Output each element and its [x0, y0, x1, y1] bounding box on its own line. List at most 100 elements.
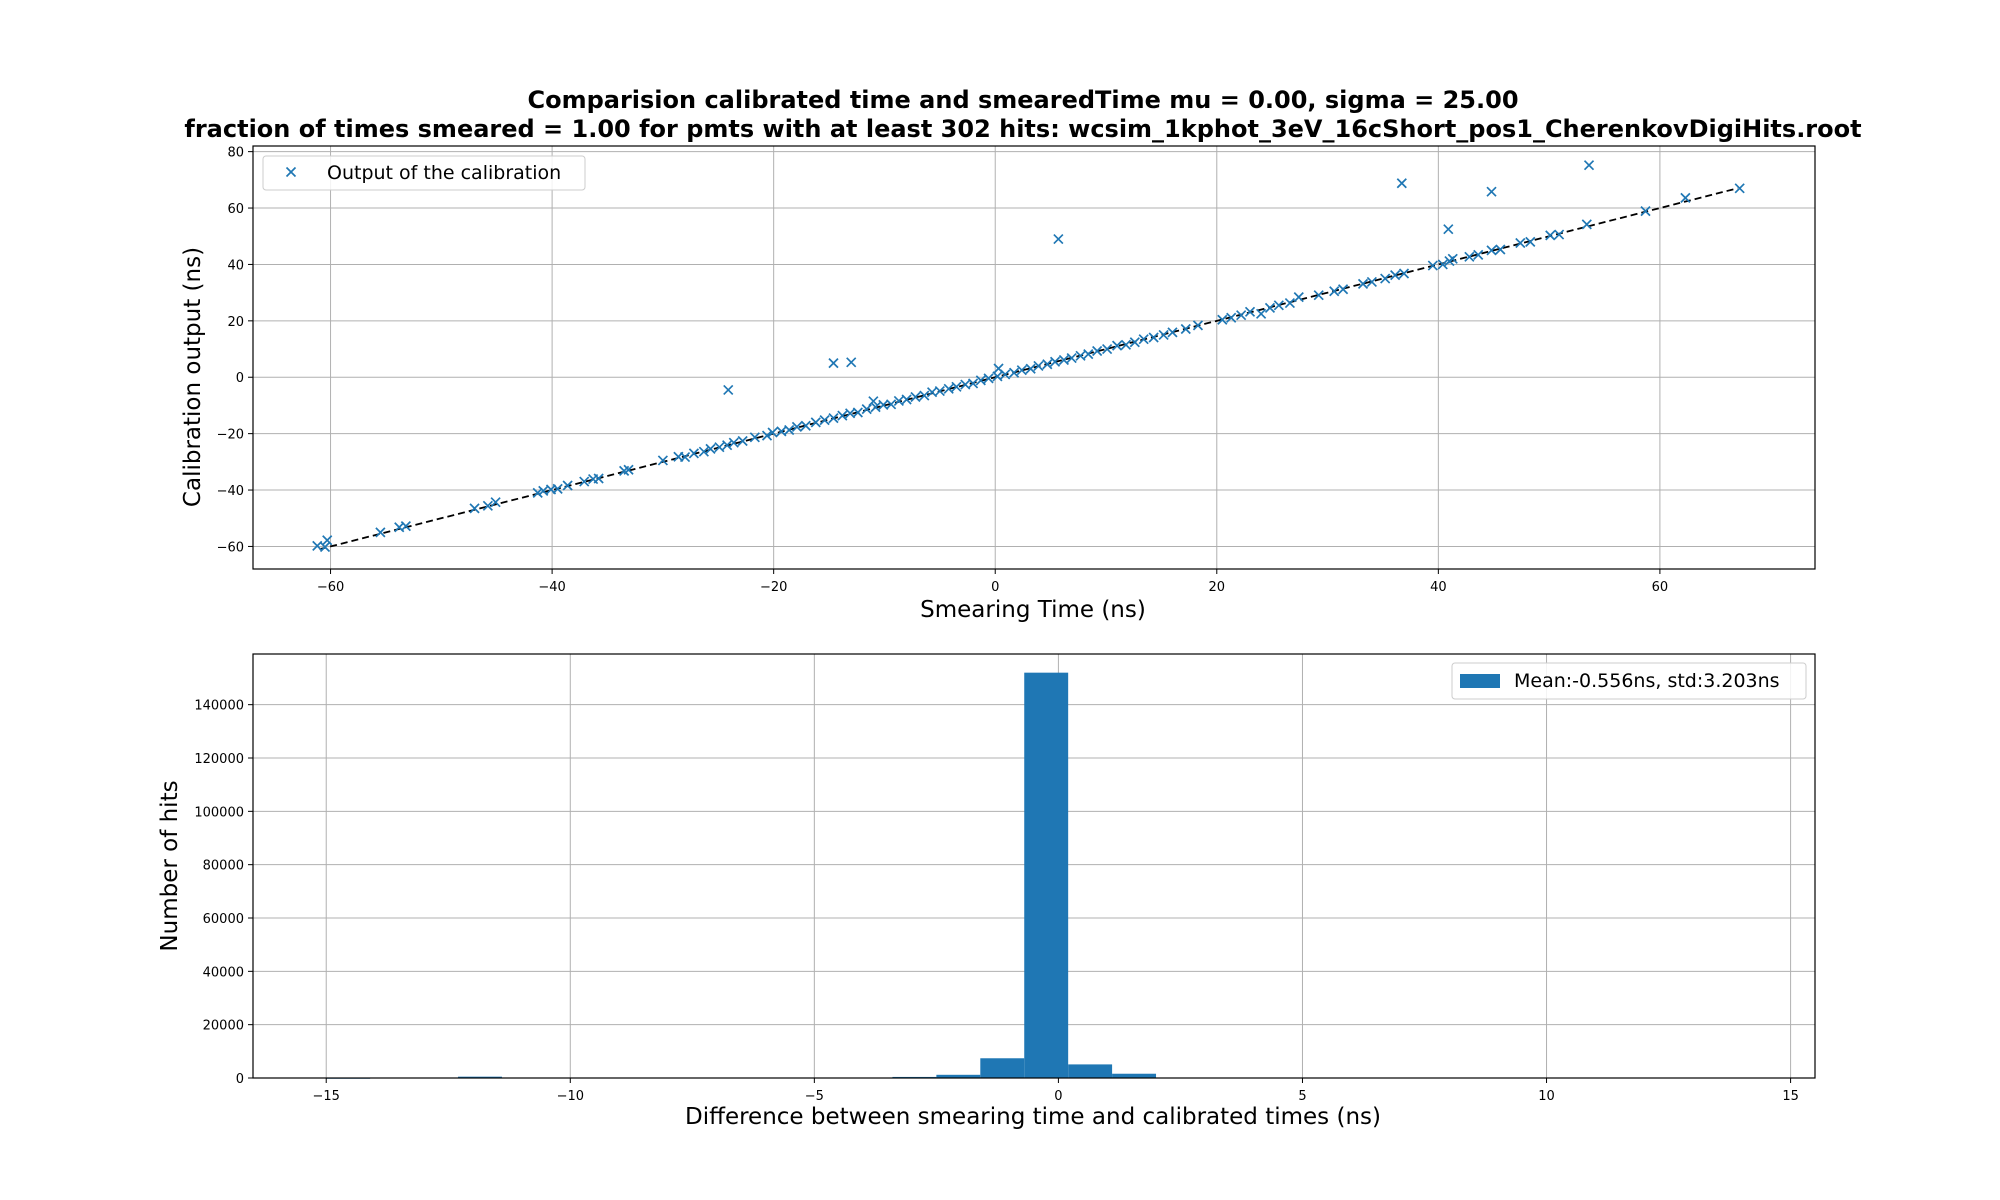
scatter-point-stroke-b	[469, 503, 480, 514]
scatter-point-stroke-b	[579, 476, 590, 487]
scatter-point	[723, 384, 734, 396]
scatter-point	[737, 435, 748, 447]
scatter-point-stroke-b	[810, 417, 821, 428]
scatter-point-stroke-b	[1473, 249, 1484, 260]
scatter-y-tick-label: −40	[217, 484, 244, 499]
scatter-point	[1053, 233, 1064, 245]
scatter-point-stroke-b	[1236, 310, 1247, 321]
scatter-point	[1464, 251, 1475, 262]
scatter-point	[1545, 230, 1556, 241]
scatter-point	[1264, 302, 1276, 313]
scatter-point-stroke-b	[1273, 300, 1284, 311]
scatter-point-stroke-b	[722, 440, 733, 451]
scatter-point	[705, 443, 716, 454]
scatter-point-stroke-b	[828, 413, 839, 424]
scatter-point-stroke-b	[1053, 233, 1064, 245]
scatter-point	[1583, 160, 1595, 171]
scatter-point-stroke-b	[828, 358, 839, 369]
scatter-point	[1192, 320, 1204, 331]
scatter-y-tick-label: 80	[227, 146, 244, 161]
scatter-point	[1357, 278, 1369, 289]
scatter-reference-line	[319, 187, 1738, 551]
scatter-point	[1120, 339, 1132, 350]
scatter-point-stroke-b	[910, 391, 921, 403]
scatter-point	[562, 480, 573, 491]
scatter-point-stroke-b	[1049, 356, 1061, 367]
scatter-x-tick-label: −20	[760, 580, 787, 595]
histogram-x-tick-label: 5	[1298, 1089, 1306, 1104]
scatter-point-stroke-b	[1427, 260, 1438, 271]
scatter-point	[714, 442, 725, 453]
scatter-point-stroke-b	[375, 527, 386, 538]
scatter-gridlines	[253, 146, 1815, 569]
scatter-point	[828, 358, 839, 369]
scatter-point	[1473, 249, 1484, 260]
histogram-legend: Mean:-0.556ns, std:3.203ns	[1451, 662, 1807, 700]
scatter-point-stroke-b	[394, 522, 405, 533]
scatter-point	[400, 521, 411, 532]
scatter-x-tick-label: 20	[1209, 580, 1226, 595]
scatter-point-stroke-b	[1545, 230, 1556, 241]
scatter-point-stroke-b	[993, 363, 1004, 374]
scatter-point	[1111, 340, 1123, 351]
scatter-point-stroke-b	[1443, 224, 1454, 235]
scatter-point	[837, 410, 848, 421]
scatter-point-stroke-b	[322, 535, 333, 546]
scatter-point	[791, 421, 803, 432]
scatter-point	[375, 527, 386, 538]
scatter-point	[1525, 236, 1536, 247]
scatter-point	[1092, 345, 1103, 357]
scatter-point-stroke-b	[1102, 343, 1113, 355]
scatter-point	[579, 476, 590, 487]
scatter-tick-labels: −60 −40 −20 0 20 40 60 −60 −40 −20 0 20 40 60 80	[217, 146, 1669, 595]
histogram-y-tick-label: 100000	[194, 805, 244, 820]
scatter-point-stroke-b	[1583, 160, 1595, 171]
scatter-x-tick-label: 0	[991, 580, 999, 595]
histogram-x-tick-label: 10	[1538, 1089, 1555, 1104]
scatter-legend-x	[285, 166, 297, 178]
scatter-point	[1058, 354, 1070, 366]
scatter-legend-box	[262, 155, 586, 191]
scatter-point-stroke-b	[1244, 306, 1256, 317]
scatter-point	[861, 404, 872, 415]
scatter-point-stroke-b	[1148, 332, 1159, 343]
scatter-point-stroke-b	[791, 421, 803, 432]
scatter-point	[490, 497, 501, 508]
scatter-point-stroke-b	[967, 378, 979, 389]
scatter-point-stroke-b	[885, 399, 897, 410]
scatter-point	[1396, 178, 1407, 189]
scatter-y-tick-label: 60	[227, 202, 244, 217]
scatter-point-stroke-b	[1525, 236, 1536, 247]
scatter-point-stroke-b	[1680, 192, 1691, 203]
scatter-point-stroke-b	[1486, 186, 1497, 197]
scatter-point-stroke-b	[1495, 244, 1506, 255]
scatter-point	[1293, 292, 1304, 303]
histogram-x-axis-label: Difference between smearing time and cal…	[685, 1104, 1381, 1130]
scatter-point	[1273, 300, 1284, 311]
scatter-point	[469, 503, 480, 514]
scatter-point	[322, 535, 333, 546]
scatter-point-stroke-b	[545, 484, 557, 495]
scatter-y-tick-label: −20	[217, 428, 244, 443]
scatter-point-stroke-b	[1366, 276, 1377, 288]
scatter-point-stroke-b	[960, 379, 971, 390]
scatter-point	[593, 473, 604, 484]
scatter-y-tick-label: 40	[227, 258, 244, 273]
scatter-point	[749, 432, 760, 443]
scatter-point-stroke-b	[1284, 297, 1296, 309]
scatter-point-stroke-b	[1111, 340, 1123, 351]
scatter-point	[893, 395, 904, 407]
scatter-point-stroke-b	[1075, 350, 1086, 361]
scatter-point-stroke-b	[1396, 178, 1407, 189]
scatter-point	[1148, 332, 1159, 343]
scatter-point	[1138, 334, 1149, 345]
scatter-point	[1337, 284, 1349, 295]
scatter-point	[1008, 367, 1020, 378]
scatter-point-stroke-b	[926, 387, 938, 398]
scatter-point-stroke-b	[737, 435, 748, 447]
scatter-point-stroke-b	[784, 424, 795, 436]
scatter-point	[885, 399, 897, 410]
scatter-point	[901, 394, 912, 405]
scatter-x-axis-label: Smearing Time (ns)	[920, 597, 1146, 623]
